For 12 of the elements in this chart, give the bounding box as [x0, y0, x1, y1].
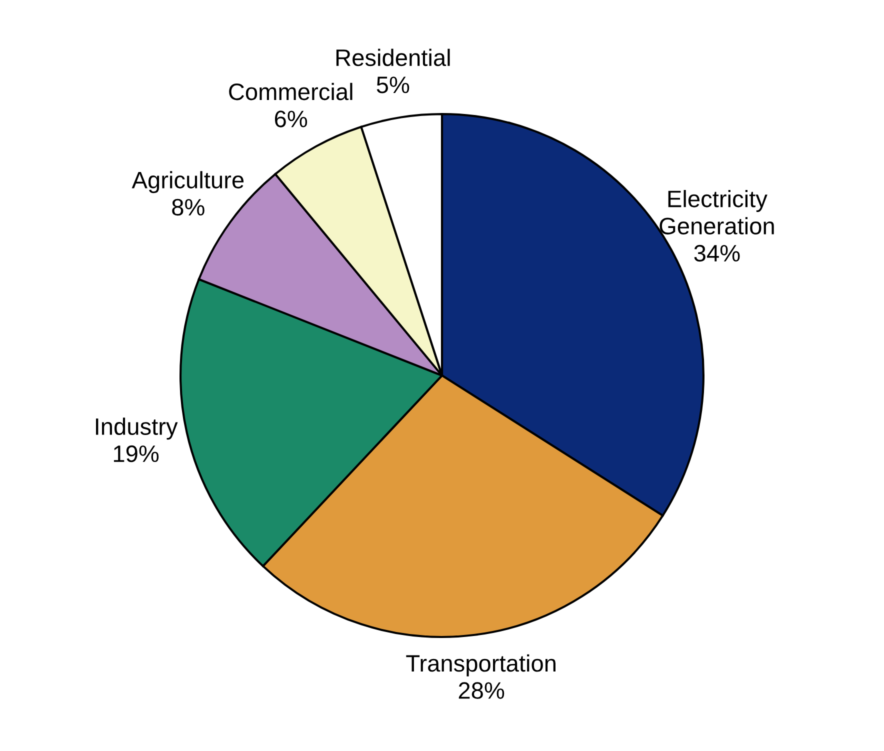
data-label: 34%	[694, 244, 740, 262]
data-label: 8%	[172, 198, 204, 216]
data-label: 6%	[274, 110, 308, 128]
slice-label: Electricity Generation	[660, 190, 774, 234]
slice-label: Commercial	[229, 82, 352, 100]
slice-label: Industry	[96, 418, 178, 440]
slice-label: Residential	[336, 48, 450, 66]
slice-label: Transportation	[406, 654, 556, 676]
data-label: 19%	[114, 445, 159, 462]
slice-label: Agriculture	[132, 171, 244, 194]
data-label: 5%	[376, 76, 410, 94]
data-label: 28%	[458, 682, 504, 699]
